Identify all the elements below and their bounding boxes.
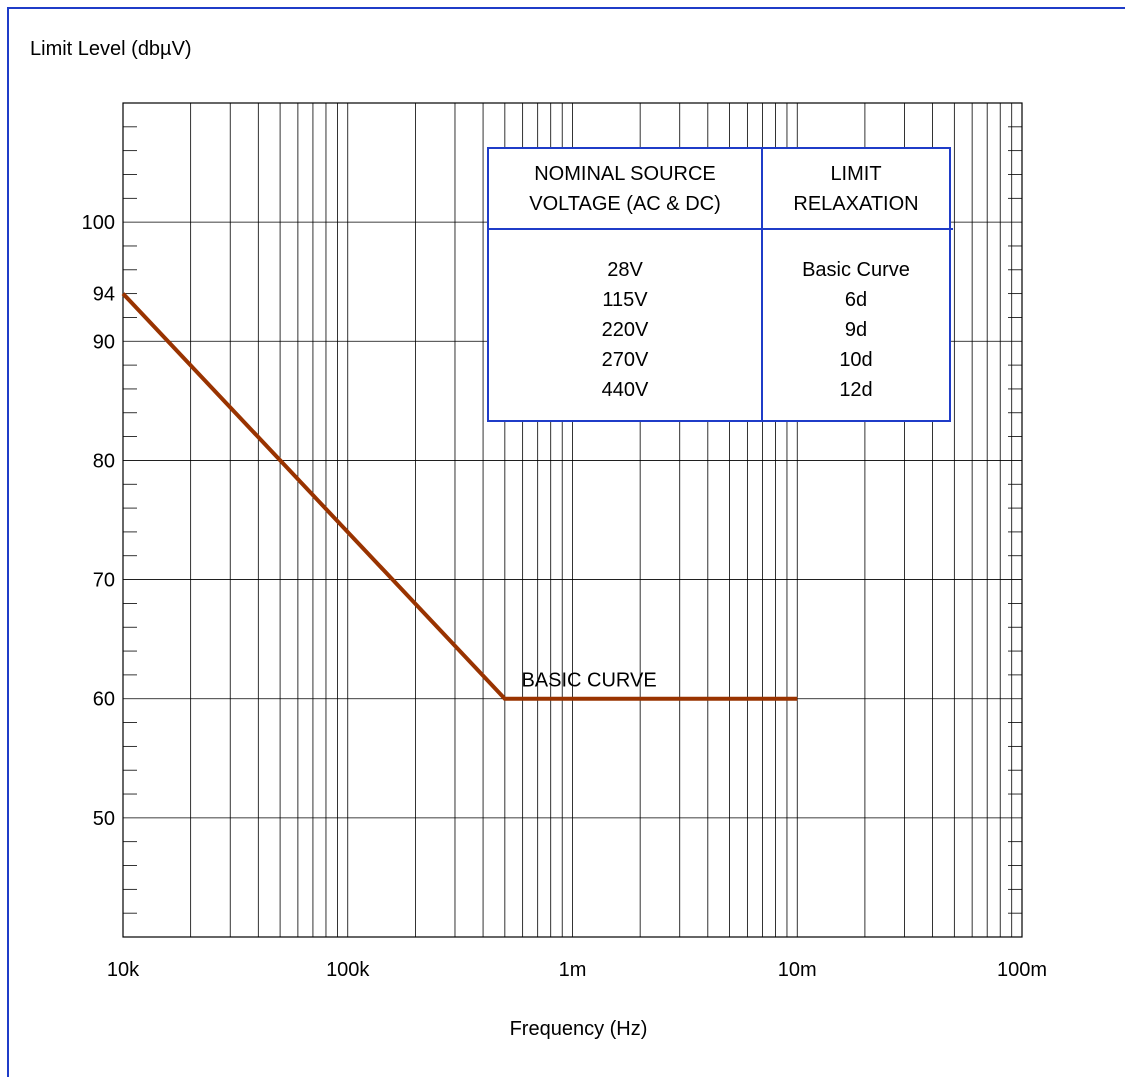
- table-header-text: NOMINAL SOURCE: [534, 163, 716, 185]
- table-cell: Basic Curve: [802, 259, 910, 281]
- relaxation-table: NOMINAL SOURCE VOLTAGE (AC & DC) LIMIT RELA…: [487, 147, 953, 422]
- table-border: [487, 147, 951, 422]
- x-tick-label: 1m: [559, 959, 587, 981]
- y-tick-label: 94: [93, 284, 115, 306]
- table-cell: 10d: [839, 349, 872, 371]
- table-cell: 115V: [602, 289, 648, 311]
- x-tick-label: 100m: [997, 959, 1047, 981]
- tick-labels: 10k 100k 1m 10m 100m 50 60 70 80 90 94 100: [82, 212, 1047, 981]
- y-tick-label: 100: [82, 212, 115, 234]
- y-tick-label: 90: [93, 331, 115, 353]
- table-cell: 6d: [845, 289, 867, 311]
- table-header-text: LIMIT: [830, 163, 881, 185]
- table-cell: 220V: [602, 319, 649, 341]
- series-line-basic-curve: [121, 292, 798, 701]
- x-axis-title: Frequency (Hz): [510, 1018, 648, 1040]
- x-tick-label: 10m: [778, 959, 817, 981]
- table-header-text: RELAXATION: [793, 193, 918, 215]
- chart-frame: [7, 7, 1125, 1077]
- table-header-text: VOLTAGE (AC & DC): [529, 193, 721, 215]
- x-tick-label: 100k: [326, 959, 370, 981]
- grid: [122, 102, 1023, 938]
- x-tick-label: 10k: [107, 959, 140, 981]
- table-cell: 12d: [839, 379, 872, 401]
- series-layer: [121, 292, 798, 701]
- y-tick-label: 70: [93, 570, 115, 592]
- table-cell: 28V: [607, 259, 643, 281]
- y-tick-label: 50: [93, 808, 115, 830]
- table-cell: 440V: [602, 379, 649, 401]
- y-tick-label: 60: [93, 689, 115, 711]
- annotations: BASIC CURVE: [521, 670, 656, 692]
- y-axis-title: Limit Level (dbµV): [30, 38, 192, 60]
- y-tick-label: 80: [93, 450, 115, 472]
- table-cell: 9d: [845, 319, 867, 341]
- curve-annotation: BASIC CURVE: [521, 670, 656, 692]
- table-cell: 270V: [602, 349, 649, 371]
